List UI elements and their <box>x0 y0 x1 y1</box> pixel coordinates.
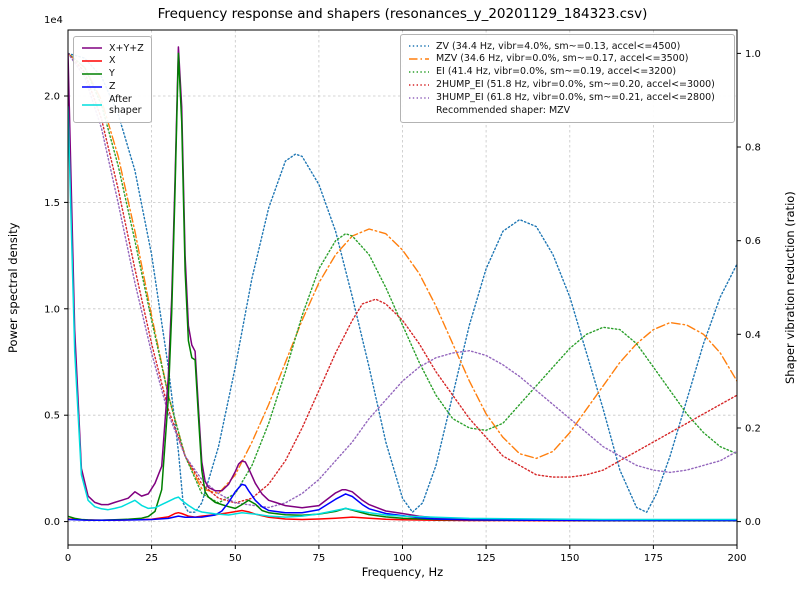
shaper-legend-item: 3HUMP_EI (61.8 Hz, vibr=0.0%, sm~=0.21, … <box>408 92 727 103</box>
axis-ticks: 0 25 50 75 100 125 150 175 200 0.0 0.5 1.0 1.5 2.0 0.0… <box>44 49 761 564</box>
y-right-tick-label: 0.2 <box>745 424 761 435</box>
shaper-legend-item-label: 2HUMP_EI (51.8 Hz, vibr=0.0%, sm~=0.20, … <box>436 79 715 91</box>
y-right-tick-label: 1.0 <box>745 49 761 60</box>
x-tick-label: 100 <box>393 553 412 564</box>
shaper-legend-item-label: ZV (34.4 Hz, vibr=4.0%, sm~=0.13, accel<… <box>436 40 681 52</box>
x-tick-label: 175 <box>644 553 663 564</box>
psd-legend-item-label: Y <box>109 68 115 80</box>
series-2hump-ei-51-8-hz-vibr-0-0-sm-0-20-accel-3000- <box>68 52 737 504</box>
series-x <box>68 509 737 522</box>
legend-line-sample <box>409 71 429 73</box>
recommended-shaper-label: Recommended shaper: MZV <box>436 104 571 116</box>
x-tick-label: 200 <box>727 553 746 564</box>
psd-legend-item-label: Z <box>109 81 116 93</box>
series-ei-41-4-hz-vibr-0-0-sm-0-19-accel-3200- <box>68 52 737 504</box>
psd-legend: X+Y+Z X Y Z After shaper <box>73 36 152 124</box>
shaper-legend-item: ZV (34.4 Hz, vibr=4.0%, sm~=0.13, accel<… <box>408 41 727 52</box>
series-x-y-z <box>68 46 737 522</box>
series-group <box>68 46 737 522</box>
shaper-legend: ZV (34.4 Hz, vibr=4.0%, sm~=0.13, accel<… <box>400 34 735 123</box>
y-left-tick-label: 1.5 <box>44 198 60 209</box>
shaper-legend-item: MZV (34.6 Hz, vibr=0.0%, sm~=0.17, accel… <box>408 53 727 64</box>
y-right-tick-label: 0.4 <box>745 330 761 341</box>
series-z <box>68 483 737 522</box>
shaper-legend-item-label: MZV (34.6 Hz, vibr=0.0%, sm~=0.17, accel… <box>436 53 689 65</box>
y-right-tick-label: 0.0 <box>745 517 761 528</box>
shaper-legend-item-label: 3HUMP_EI (61.8 Hz, vibr=0.0%, sm~=0.21, … <box>436 92 715 104</box>
psd-legend-item-label: X <box>109 55 116 67</box>
shaper-legend-item: 2HUMP_EI (51.8 Hz, vibr=0.0%, sm~=0.20, … <box>408 79 727 90</box>
x-tick-label: 25 <box>145 553 158 564</box>
legend-line-sample <box>409 97 429 99</box>
y-left-tick-label: 2.0 <box>44 92 60 103</box>
x-tick-label: 0 <box>65 553 71 564</box>
x-tick-label: 125 <box>477 553 496 564</box>
series-after-shaper <box>68 105 737 521</box>
y-right-tick-label: 0.6 <box>745 236 761 247</box>
x-tick-label: 50 <box>229 553 242 564</box>
x-tick-label: 75 <box>313 553 326 564</box>
psd-legend-item-label: After shaper <box>109 94 142 117</box>
x-axis-label: Frequency, Hz <box>361 565 444 579</box>
psd-legend-item-label: X+Y+Z <box>109 42 144 54</box>
x-tick-label: 150 <box>560 553 579 564</box>
legend-line-sample <box>82 60 102 62</box>
psd-legend-item: X+Y+Z <box>81 43 144 54</box>
psd-legend-item: X <box>81 55 144 66</box>
y-axis-offset-label: 1e4 <box>44 15 63 26</box>
psd-legend-item: Z <box>81 81 144 92</box>
legend-line-sample <box>82 104 102 107</box>
psd-legend-item: After shaper <box>81 94 144 117</box>
psd-legend-item: Y <box>81 68 144 79</box>
legend-line-sample <box>82 47 102 49</box>
series-y <box>68 52 737 522</box>
y-right-tick-label: 0.8 <box>745 143 761 154</box>
legend-line-sample <box>409 58 429 60</box>
y-left-tick-label: 0.5 <box>44 411 60 422</box>
legend-line-sample <box>82 73 102 75</box>
series-zv-34-4-hz-vibr-4-0-sm-0-13-accel-4500- <box>68 52 737 513</box>
y-left-tick-label: 1.0 <box>44 304 60 315</box>
shaper-legend-item: EI (41.4 Hz, vibr=0.0%, sm~=0.19, accel<… <box>408 66 727 77</box>
recommended-shaper-note: Recommended shaper: MZV <box>436 105 727 116</box>
y-axis-label-left: Power spectral density <box>6 222 20 353</box>
y-axis-label-right: Shaper vibration reduction (ratio) <box>783 191 797 384</box>
legend-line-sample <box>409 45 429 47</box>
legend-line-sample <box>82 86 102 88</box>
shaper-legend-item-label: EI (41.4 Hz, vibr=0.0%, sm~=0.19, accel<… <box>436 66 677 78</box>
legend-line-sample <box>409 84 429 86</box>
chart-title: Frequency response and shapers (resonanc… <box>157 6 648 22</box>
series-3hump-ei-61-8-hz-vibr-0-0-sm-0-21-accel-2800- <box>68 52 737 509</box>
y-left-tick-label: 0.0 <box>44 517 60 528</box>
